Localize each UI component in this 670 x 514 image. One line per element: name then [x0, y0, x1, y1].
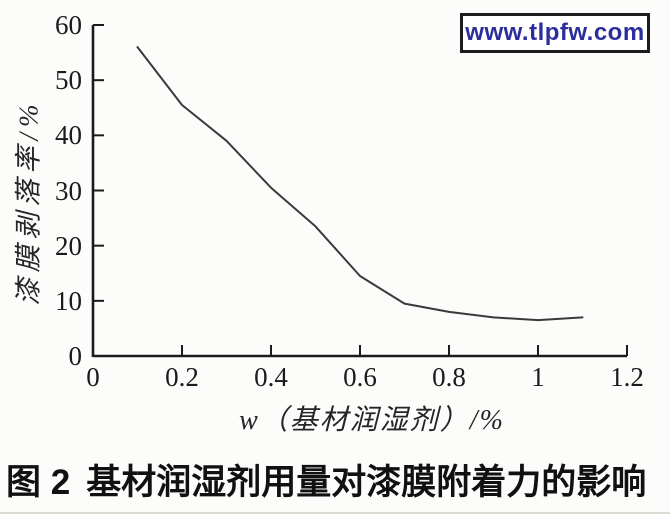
y-tick-label: 40 — [55, 120, 82, 151]
plot-canvas — [91, 24, 628, 358]
y-tick-label: 60 — [55, 10, 82, 40]
x-axis-label: w（基材润湿剂）/% — [239, 405, 505, 436]
x-tick-label: 1.2 — [610, 362, 644, 392]
x-tick-label: 0.2 — [165, 362, 199, 392]
y-tick-label: 0 — [68, 341, 83, 371]
y-axis-label: 漆膜剥落率/% — [13, 98, 44, 306]
data-line — [136, 46, 584, 322]
y-tick-label: 30 — [55, 175, 82, 206]
y-tick-label: 50 — [55, 65, 82, 96]
x-tick-label: 0.4 — [254, 362, 288, 392]
x-tick-label: 0.6 — [343, 362, 377, 392]
y-tick-label: 20 — [55, 230, 82, 261]
figure-title: 基材润湿剂用量对漆膜附着力的影响 — [86, 463, 647, 502]
line-chart-figure: 0 10 20 30 40 50 60 0 0.2 0.4 0.6 0.8 1 1.2 漆膜剥落率/% w… — [13, 10, 650, 436]
watermark-text: www.tlpfw.com — [465, 19, 645, 46]
watermark-badge: www.tlpfw.com — [460, 13, 650, 53]
x-tick-label: 0 — [86, 362, 100, 392]
x-tick-label: 0.8 — [432, 362, 466, 392]
figure-caption: 图 2 基材润湿剂用量对漆膜附着力的影响 — [0, 454, 670, 505]
x-tick-label: 1 — [531, 362, 545, 392]
y-tick-label: 10 — [55, 285, 82, 316]
figure-label: 图 2 — [6, 463, 71, 502]
